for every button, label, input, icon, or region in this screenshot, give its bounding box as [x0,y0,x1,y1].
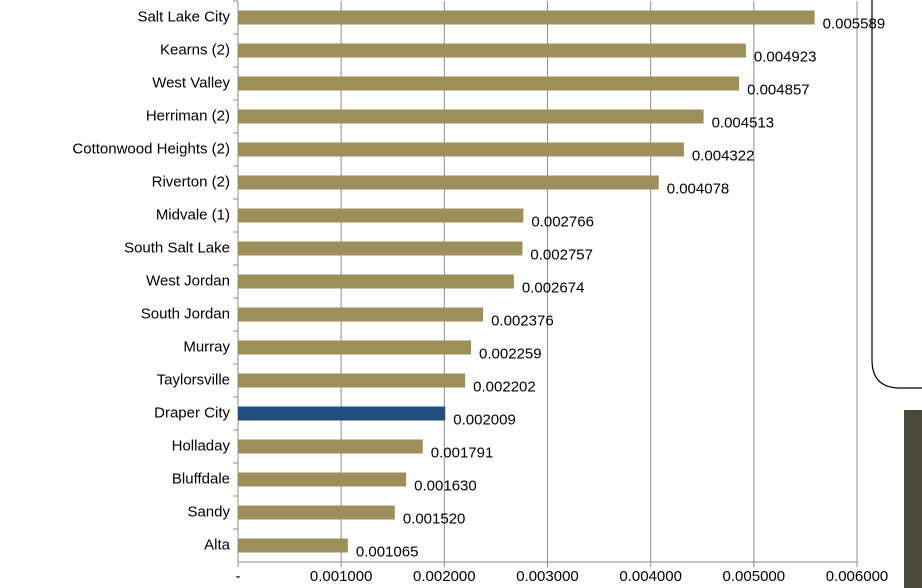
bar [238,10,815,25]
y-tick-label: Herriman (2) [146,107,230,124]
bar [238,274,514,289]
bar [238,472,407,487]
y-tick-label: Midvale (1) [156,206,230,223]
bar [238,142,684,157]
x-tick-label: 0.005000 [723,568,786,585]
value-label: 0.004513 [712,114,775,131]
bar [238,241,523,256]
bar [238,505,395,520]
y-tick-label: Holladay [172,437,231,454]
bar [238,406,446,421]
bar [238,175,659,190]
value-label: 0.002766 [531,213,594,230]
y-tick-label: Draper City [154,404,230,421]
y-tick-label: Cottonwood Heights (2) [72,140,230,157]
value-label: 0.001520 [403,510,466,527]
y-tick-label: Salt Lake City [137,8,230,25]
bar [238,43,746,58]
x-tick-label: 0.006000 [826,568,889,585]
value-label: 0.002202 [473,378,536,395]
side-photo [904,410,922,588]
bar [238,307,484,322]
y-tick-label: West Valley [152,74,230,91]
y-tick-label: Bluffdale [172,470,230,487]
value-label: 0.002376 [491,312,554,329]
value-label: 0.004322 [692,147,755,164]
y-tick-label: Sandy [187,503,230,520]
y-tick-label: Murray [183,338,230,355]
value-label: 0.004857 [747,81,810,98]
value-label: 0.002009 [453,411,516,428]
y-tick-label: South Jordan [141,305,230,322]
x-tick-label: 0.002000 [413,568,476,585]
bar [238,76,740,91]
value-label: 0.001630 [414,477,477,494]
side-panel [871,0,922,389]
x-tick-label: - [236,568,241,585]
x-tick-label: 0.004000 [619,568,682,585]
value-label: 0.002259 [479,345,542,362]
bar [238,439,423,454]
value-label: 0.002674 [522,279,585,296]
x-tick-label: 0.003000 [516,568,579,585]
y-tick-label: Kearns (2) [160,41,230,58]
x-tick-label: 0.001000 [310,568,373,585]
y-tick-label: Riverton (2) [152,173,230,190]
y-tick-label: West Jordan [146,272,230,289]
value-label: 0.001791 [431,444,494,461]
y-tick-label: South Salt Lake [124,239,230,256]
bar [238,538,348,553]
y-tick-label: Alta [204,536,231,553]
bar [238,340,472,355]
value-label: 0.004078 [667,180,730,197]
bar [238,109,704,124]
value-label: 0.001065 [356,543,419,560]
value-label: 0.005589 [823,15,886,32]
bar [238,373,466,388]
value-label: 0.004923 [754,48,817,65]
y-tick-label: Taylorsville [157,371,230,388]
value-label: 0.002757 [530,246,593,263]
bar [238,208,524,223]
